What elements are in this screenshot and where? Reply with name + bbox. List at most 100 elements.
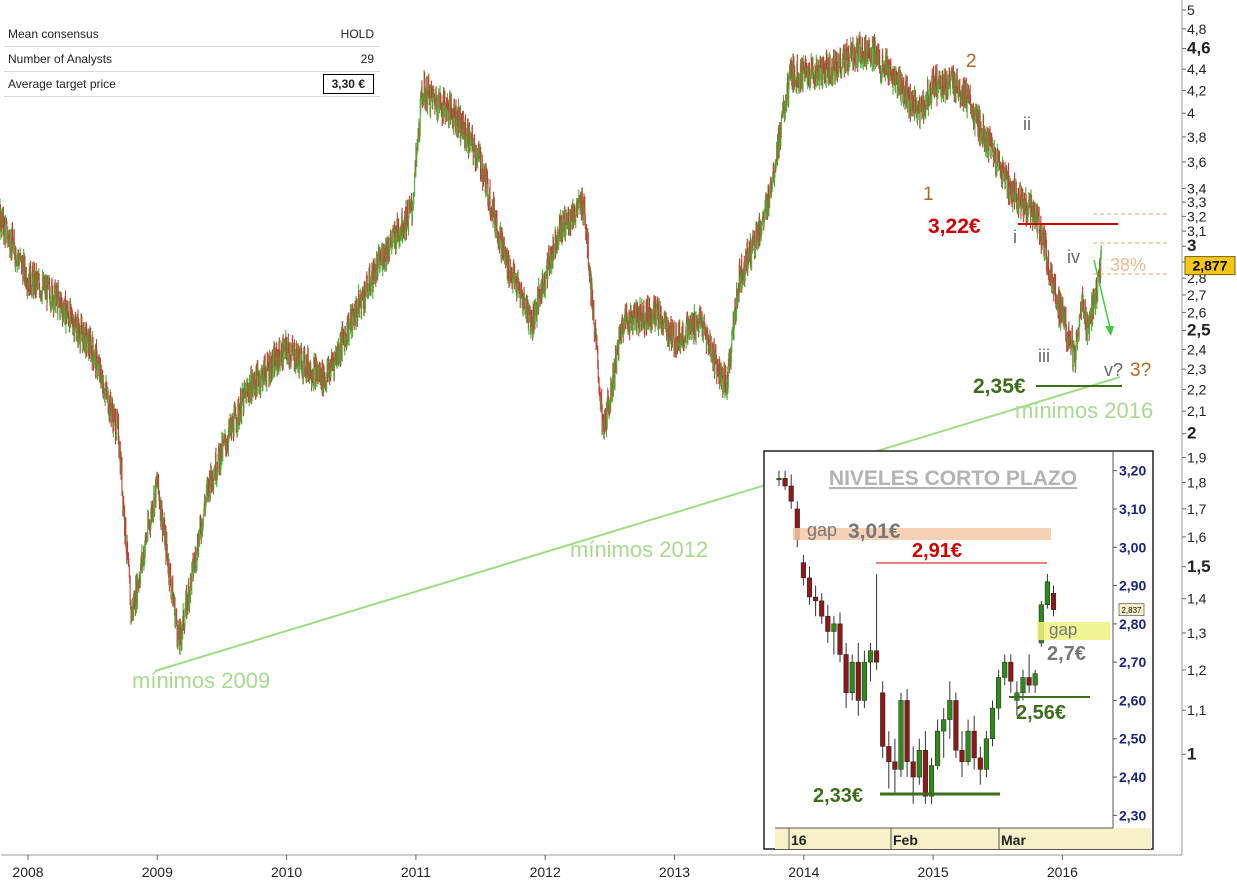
inset-candle-body [874,650,880,663]
y-tick-label: 1,5 [1187,557,1211,576]
y-tick-label: 1,6 [1187,529,1207,545]
y-tick-label: 3,3 [1187,194,1207,210]
x-tick-label: 2016 [1047,864,1078,880]
support-trendline [154,376,1121,672]
inset-candle-body [965,730,971,762]
y-tick-label: 1 [1187,744,1196,763]
inset-y-tick-label: 3,00 [1119,539,1146,555]
x-tick-label: 2011 [401,864,431,880]
wave-1-label: 1 [923,184,934,205]
inset-candle-body [996,677,1002,709]
inset-candle-body [782,478,788,487]
wave-i-label: i [1013,227,1017,247]
inset-candle-body [880,692,886,747]
fibonacci-38-label: 38% [1110,255,1146,275]
inset-candle-body [1002,661,1008,678]
y-tick-label: 4 [1187,105,1195,121]
inset-candle-body [953,700,959,751]
y-tick-label: 3,4 [1187,180,1207,196]
y-tick-label: 2,4 [1187,341,1207,357]
inset-candle-body [983,738,989,770]
inset-candle-body [855,661,861,701]
inset-support-256-label: 2,56€ [1016,702,1066,724]
inset-chart-frame [763,450,1154,850]
wave-iii-label: iii [1038,346,1050,366]
inset-candle-body [898,700,904,770]
consensus-table: Mean consensus HOLD Number of Analysts 2… [4,22,380,97]
x-tick-label: 2010 [271,864,302,880]
inset-candle-body [776,478,782,481]
inset-candle-body [941,719,947,732]
support-235-label: 2,35€ [973,375,1026,398]
inset-gap-27-zone [1037,622,1110,640]
y-tick-label: 1,4 [1187,591,1207,607]
inset-candle-body [910,761,916,778]
y-tick-label: 2,6 [1187,304,1207,320]
y-tick-label: 3,6 [1187,154,1207,170]
y-tick-label: 1,8 [1187,474,1207,490]
analysts-label: Number of Analysts [8,52,113,66]
inset-gap-27-value: 2,7€ [1047,643,1086,665]
inset-gap-301-value: 3,01€ [848,520,901,543]
x-tick-label: 2014 [788,864,819,880]
wave-ii-label: ii [1023,114,1031,134]
inset-gap-301-word: gap [807,520,837,540]
y-tick-label: 3,1 [1187,223,1207,239]
inset-y-tick-label: 2,90 [1119,578,1146,594]
inset-y-tick-label: 2,40 [1119,769,1146,785]
y-tick-label: 5 [1187,2,1195,18]
inset-candle-body [819,600,825,617]
inset-title: NIVELES CORTO PLAZO [829,467,1077,490]
inset-current-price-label: 2,837 [1121,606,1142,615]
inset-candle-body [1044,581,1050,605]
inset-candle-body [971,730,977,759]
y-tick-label: 1,9 [1187,449,1207,465]
inset-x-tick-label: Mar [1001,832,1026,848]
inset-resistance-291-label: 2,91€ [912,540,962,562]
inset-candle-body [800,562,806,579]
inset-candle-body [1008,661,1014,682]
projection-arrow [1093,259,1111,329]
inset-candle-body [886,746,892,762]
inset-candle-body [843,654,849,694]
inset-candle-body [1032,673,1038,686]
target-price-label: Average target price [8,77,116,91]
y-tick-label: 1,1 [1187,702,1207,718]
inset-candle-body [935,730,941,766]
y-tick-label: 2,5 [1187,321,1211,340]
inset-candle-body [813,596,819,602]
inset-candle-body [1026,677,1032,686]
inset-y-tick-label: 2,30 [1119,807,1146,823]
inset-y-tick-label: 2,80 [1119,616,1146,632]
wave-2-label: 2 [966,51,977,72]
inset-candle-body [947,700,953,720]
x-tick-label: 2008 [12,864,43,880]
inset-candle-body [922,749,928,797]
x-tick-label: 2012 [530,864,561,880]
minimos-2016-label: mínimos 2016 [1015,398,1153,423]
inset-candle-body [1020,677,1026,694]
inset-candle-body [831,623,837,632]
x-tick-label: 2013 [659,864,690,880]
inset-y-tick-label: 2,70 [1119,654,1146,670]
inset-candle-body [977,757,983,770]
target-price-value: 3,30 € [322,74,374,94]
analysts-value: 29 [360,52,374,66]
y-tick-label: 1,2 [1187,662,1207,678]
inset-gap-301-zone [793,528,1051,540]
inset-candle-body [837,623,843,655]
inset-candle-body [861,661,867,701]
y-tick-label: 2,2 [1187,382,1207,398]
inset-candle-body [788,485,794,502]
inset-y-tick-label: 3,20 [1119,463,1146,479]
wave-iv-label: iv [1067,247,1080,267]
consensus-value: HOLD [340,27,374,41]
minimos-2009-label: mínimos 2009 [132,668,270,693]
y-tick-label: 3 [1187,236,1196,255]
inset-candle-body [1050,592,1057,610]
y-tick-label: 1,7 [1187,501,1207,517]
inset-candle-body [959,749,965,762]
inset-gap-27-word: gap [1049,620,1077,639]
inset-x-tick-label: Feb [893,832,918,848]
inset-candle-body [989,707,996,739]
